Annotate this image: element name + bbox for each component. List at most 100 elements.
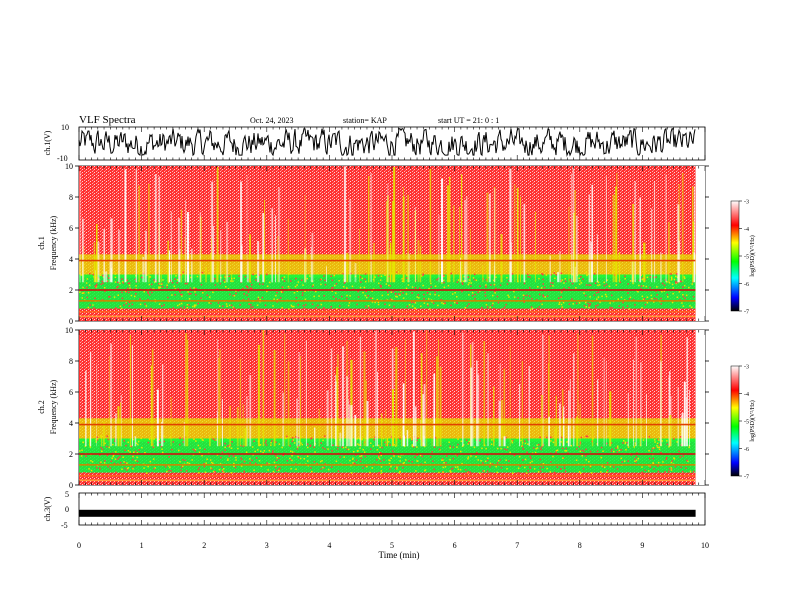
spectrogram-noise-pixel [399,438,401,440]
spectrogram-spheric-line [338,436,340,447]
spectrogram-noise-pixel [539,293,541,296]
spectrogram-noise-pixel [452,457,454,460]
spectrogram-noise-pixel [227,288,230,290]
spectrogram-spheric-line [682,173,684,283]
spectrogram-noise-pixel [606,442,608,445]
spectrogram-noise-pixel [125,444,127,447]
spectrogram-noise-pixel [179,437,181,440]
spectrogram-noise-pixel [635,461,637,463]
spectrogram-noise-pixel [440,299,443,301]
spectrogram-noise-pixel [684,297,686,300]
spectrogram-spheric-line [439,367,442,447]
spectrogram-noise-pixel [309,275,311,277]
spectrogram-noise-pixel [224,276,226,278]
spectrogram-spheric-line [392,389,394,447]
spectrogram-noise-pixel [232,294,234,297]
spectrogram-noise-pixel [656,286,658,288]
spectrogram-noise-pixel [364,455,367,458]
spectrogram-noise-pixel [179,460,181,463]
spectrogram-noise-pixel [199,447,201,449]
spectrogram-noise-pixel [352,451,355,453]
spectrogram-noise-pixel [606,471,608,473]
spectrogram-noise-pixel [648,435,651,438]
spectrogram-noise-pixel [319,460,322,463]
spectrogram-noise-pixel [177,288,179,290]
spectrogram-noise-pixel [210,467,212,469]
spectrogram-spheric-line [436,356,438,447]
spectrogram-noise-pixel [538,277,540,280]
spectrogram-noise-pixel [363,451,366,453]
spectrogram-noise-pixel [250,306,252,308]
spectrogram-noise-pixel [362,449,364,451]
spectrogram-noise-pixel [295,277,297,280]
spectrogram-noise-pixel [194,291,196,293]
spectrogram-noise-pixel [225,286,227,288]
spectrogram-spheric-line [191,248,193,283]
spectrogram-noise-pixel [583,292,585,294]
spectrogram-noise-pixel [679,436,682,438]
spectrogram-spheric-line [470,367,473,447]
spectrogram-noise-pixel [606,462,609,464]
spectrogram-noise-pixel [227,458,229,460]
spectrogram-noise-pixel [484,291,486,294]
spectrogram-noise-pixel [670,469,673,471]
spectrogram-spheric-line [138,185,140,283]
spectrogram-noise-pixel [484,295,487,297]
spectrogram-noise-pixel [511,441,514,444]
spectrogram-noise-pixel [692,470,695,473]
spectrogram-noise-pixel [293,452,296,454]
spectrogram-spheric-line [359,337,362,447]
frequency-tick-label: 4 [69,419,73,428]
spectrogram-noise-pixel [506,468,508,470]
ch1-frequency-axis-label: Frequency (kHz) [49,215,58,270]
spectrogram-noise-pixel [461,445,464,447]
spectrogram-noise-pixel [652,447,655,449]
spectrogram-noise-pixel [262,452,264,454]
spectrogram-spheric-line [342,346,344,447]
spectrogram-noise-pixel [468,442,470,444]
spectrogram-spheric-line [678,184,680,283]
spectrogram-noise-pixel [240,436,242,438]
spectrogram-noise-pixel [684,277,686,280]
spectrogram-spheric-line [651,208,653,283]
spectrogram-noise-pixel [655,290,657,292]
spectrogram-spheric-line [161,421,163,447]
spectrogram-noise-pixel [186,304,189,306]
spectrogram-noise-pixel [213,470,215,473]
spectrogram-noise-pixel [96,466,98,469]
spectrogram-noise-pixel [376,298,378,301]
spectrogram-spheric-line [354,414,357,447]
spectrogram-noise-pixel [517,472,520,474]
spectrogram-noise-pixel [176,282,179,284]
spectrogram-noise-pixel [521,445,524,448]
spectrogram-noise-pixel [461,462,463,465]
spectrogram-noise-pixel [278,468,280,470]
spectrogram-noise-pixel [186,307,189,309]
spectrogram-spheric-line [343,166,347,283]
spectrogram-noise-pixel [517,467,520,469]
spectrogram-spheric-line [542,334,544,447]
spectrogram-noise-pixel [642,298,645,300]
spectrogram-noise-pixel [92,304,94,306]
spectrogram-noise-pixel [330,306,332,308]
spectrogram-noise-pixel [617,298,619,300]
spectrogram-noise-pixel [606,288,608,290]
spectrogram-noise-pixel [225,303,228,305]
spectrogram-noise-pixel [182,459,184,461]
spectrogram-spheric-line [97,242,100,283]
spectrogram-noise-pixel [346,294,348,297]
spectrogram-spheric-line [414,210,416,283]
spectrogram-spheric-line [404,435,405,447]
spectrogram-noise-pixel [626,441,629,444]
spectrogram-noise-pixel [542,294,544,296]
spectrogram-noise-pixel [637,457,640,460]
spectrogram-noise-pixel [447,284,450,287]
spectrogram-noise-pixel [399,456,402,459]
spectrogram-noise-pixel [218,468,221,471]
spectrogram-noise-pixel [474,293,476,296]
spectrogram-spheric-line [446,185,449,283]
spectrogram-noise-pixel [110,460,112,462]
spectrogram-noise-pixel [413,301,415,304]
spectrogram-spheric-line [429,169,432,283]
spectrogram-noise-pixel [291,451,294,453]
